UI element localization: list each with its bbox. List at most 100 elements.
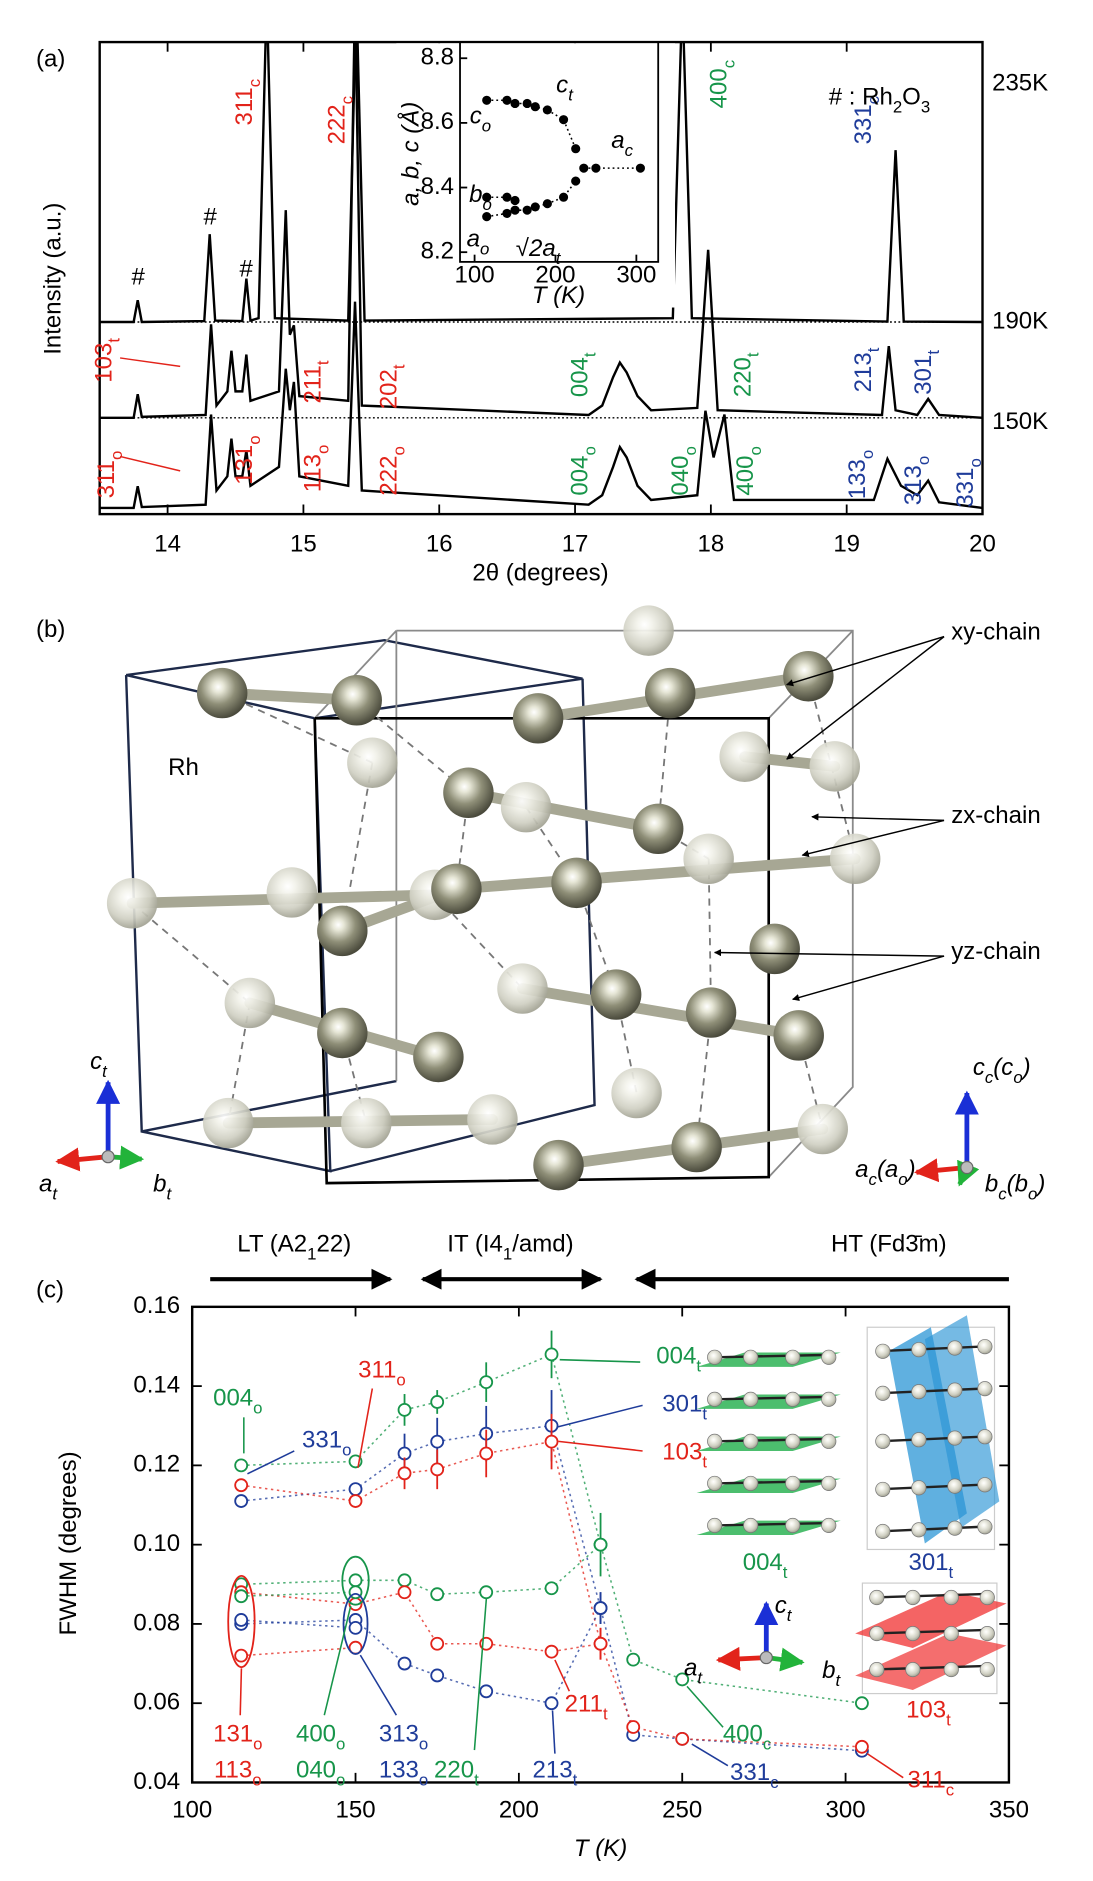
subscript: o — [336, 1771, 345, 1790]
rh-atom — [671, 1121, 722, 1173]
x-tick-label: 100 — [172, 1797, 212, 1824]
chain-rod — [714, 1353, 829, 1359]
atom — [911, 1432, 927, 1448]
data-point — [430, 1587, 445, 1602]
peak-label: 202t — [376, 364, 409, 409]
inset-label: ct — [775, 1592, 793, 1625]
x-axis-label: 2θ (degrees) — [472, 560, 608, 587]
peak-label: 331o — [952, 458, 985, 507]
subscript: t — [946, 1711, 951, 1730]
y-axis-label: a, b, c (Å) — [396, 102, 424, 206]
peak-label: 133o — [844, 450, 877, 499]
subscript: o — [252, 1771, 261, 1790]
data-point — [234, 1478, 249, 1493]
peak-label: 311o — [358, 1357, 406, 1390]
temperature-label: 150K — [992, 408, 1048, 435]
inset-label: ac — [611, 127, 633, 160]
x-tick-label: 14 — [154, 531, 181, 558]
data-point — [430, 1395, 445, 1409]
leader-line — [473, 1597, 488, 1751]
rh-atom — [106, 878, 158, 929]
text-part: 103 — [662, 1439, 702, 1466]
text-part: 040 — [296, 1757, 336, 1784]
subscript: t — [389, 364, 408, 369]
peak-label: 313o — [901, 456, 934, 505]
data-point — [522, 205, 532, 215]
chain-rod — [714, 1479, 829, 1485]
leader-line — [119, 455, 181, 472]
text-part: a — [611, 127, 624, 154]
rh-atom — [773, 1010, 824, 1061]
series-line — [99, 42, 983, 324]
data-point — [502, 95, 512, 105]
inset-label: ct — [556, 72, 574, 105]
subscript: t — [783, 1563, 788, 1582]
axis-label: bc(bo) — [985, 1171, 1045, 1204]
rh-atom — [683, 833, 734, 885]
rh-atom — [224, 977, 276, 1029]
panel-label: (c) — [36, 1277, 64, 1304]
text-part: 331 — [302, 1427, 342, 1454]
data-point — [482, 212, 492, 222]
x-tick-label: 19 — [833, 531, 860, 558]
subscript: t — [949, 1563, 954, 1582]
text-part: a — [855, 1156, 868, 1183]
text-part: 22) — [317, 1231, 352, 1258]
chain-rod — [463, 787, 664, 835]
unit-cell-edge — [330, 678, 596, 1173]
lattice-plane — [924, 1315, 1000, 1528]
chain-rod — [876, 1435, 985, 1443]
peak-label: # — [131, 264, 145, 291]
peak-label: 301t — [910, 350, 943, 395]
subscript: t — [702, 1404, 707, 1423]
data-point — [530, 102, 540, 112]
rh-atom — [749, 923, 800, 975]
data-point — [558, 192, 569, 202]
text-part: 331 — [952, 468, 979, 508]
subscript: t — [52, 1184, 58, 1203]
text-part: 131 — [213, 1721, 253, 1748]
rh-atom — [317, 1007, 368, 1059]
text-part: ) — [905, 1156, 916, 1183]
series-line — [241, 1440, 862, 1748]
atom — [979, 1589, 995, 1606]
text-part: 301 — [910, 355, 937, 395]
data-point — [234, 1648, 249, 1663]
peak-label: 004o — [213, 1385, 262, 1418]
peak-label: 222o — [376, 446, 409, 495]
y-tick-label: 0.08 — [133, 1609, 180, 1636]
group-ellipse — [342, 1592, 369, 1655]
atom — [743, 1433, 759, 1449]
data-point — [430, 1462, 445, 1477]
atom — [977, 1429, 993, 1445]
data-point — [544, 1581, 559, 1596]
leader-line — [554, 1659, 571, 1692]
subscript: t — [603, 1705, 608, 1724]
atom — [707, 1433, 723, 1449]
subscript: o — [419, 1771, 428, 1790]
text-part: a — [39, 1171, 52, 1198]
y-tick-label: 0.14 — [133, 1371, 180, 1398]
data-point — [626, 1720, 641, 1734]
text-part: # : Rh — [829, 84, 893, 111]
y-tick-label: 8.8 — [421, 44, 454, 71]
x-tick-label: 18 — [698, 531, 725, 558]
rh-atom — [347, 737, 398, 788]
rh-atom — [413, 1031, 464, 1083]
inset-label: 004t — [743, 1549, 788, 1582]
data-point — [348, 1620, 363, 1635]
data-point — [558, 115, 569, 125]
peak-label: 301t — [662, 1391, 707, 1424]
atom — [977, 1339, 993, 1355]
data-point — [544, 1434, 559, 1449]
text-part: 004 — [743, 1549, 783, 1576]
text-part: (a — [877, 1156, 898, 1183]
series-line — [241, 1619, 356, 1629]
peak-label: 331c — [850, 96, 883, 144]
peak-label: 103t — [91, 338, 124, 383]
peak-label: 103t — [662, 1439, 707, 1472]
text-part: 113 — [300, 454, 327, 492]
subscript: o — [898, 1170, 907, 1189]
subscript: t — [744, 352, 763, 357]
data-point — [482, 192, 492, 202]
